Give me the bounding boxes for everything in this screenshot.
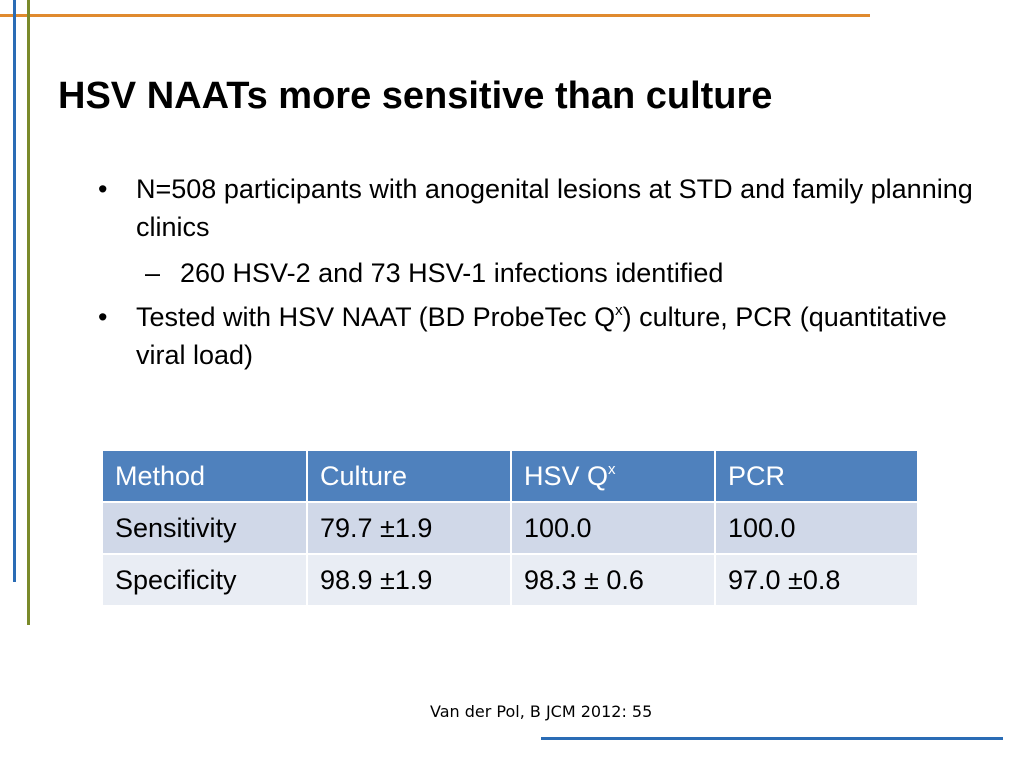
header-cell: Culture — [306, 449, 512, 503]
left-blue-line — [13, 0, 16, 582]
header-cell: PCR — [714, 449, 919, 503]
bottom-blue-line — [541, 737, 1003, 740]
left-olive-line — [27, 0, 30, 625]
results-table: Method Culture HSV Qx PCR Sensitivity 79… — [101, 449, 919, 607]
bullet-mark: • — [98, 302, 108, 332]
superscript: x — [608, 460, 616, 478]
table-cell: 79.7 ±1.9 — [306, 501, 512, 555]
citation: Van der Pol, B JCM 2012: 55 — [430, 702, 653, 721]
page-title: HSV NAATs more sensitive than culture — [58, 75, 773, 117]
table-cell: 98.9 ±1.9 — [306, 553, 512, 607]
bullet-text: N=508 participants with anogenital lesio… — [136, 174, 973, 242]
table-cell: 97.0 ±0.8 — [714, 553, 919, 607]
bullet-text-before: Tested with HSV NAAT (BD ProbeTec Q — [136, 302, 616, 332]
header-cell: HSV Qx — [510, 449, 716, 503]
header-cell-text: HSV Q — [524, 460, 609, 491]
table-row: Specificity 98.9 ±1.9 98.3 ± 0.6 97.0 ±0… — [101, 553, 919, 607]
sub-bullet-mark: – — [145, 258, 161, 288]
header-cell: Method — [101, 449, 308, 503]
table-cell: 98.3 ± 0.6 — [510, 553, 716, 607]
bullet-item: • N=508 participants with anogenital les… — [98, 170, 978, 246]
bullet-mark: • — [98, 174, 108, 204]
top-orange-line — [0, 14, 870, 17]
sub-bullet-text: 260 HSV-2 and 73 HSV-1 infections identi… — [180, 258, 724, 288]
bullet-text-after: ) culture, PCR (quantitative viral load) — [136, 302, 947, 370]
table-cell: Specificity — [101, 553, 308, 607]
table-row: Sensitivity 79.7 ±1.9 100.0 100.0 — [101, 501, 919, 555]
table-cell: 100.0 — [714, 501, 919, 555]
slide-body: • N=508 participants with anogenital les… — [98, 170, 978, 382]
bullet-item: • Tested with HSV NAAT (BD ProbeTec Qx) … — [98, 298, 978, 374]
table-cell: Sensitivity — [101, 501, 308, 555]
sub-bullet-item: – 260 HSV-2 and 73 HSV-1 infections iden… — [98, 254, 978, 292]
superscript: x — [615, 302, 623, 319]
table-header-row: Method Culture HSV Qx PCR — [101, 449, 919, 503]
table-cell: 100.0 — [510, 501, 716, 555]
